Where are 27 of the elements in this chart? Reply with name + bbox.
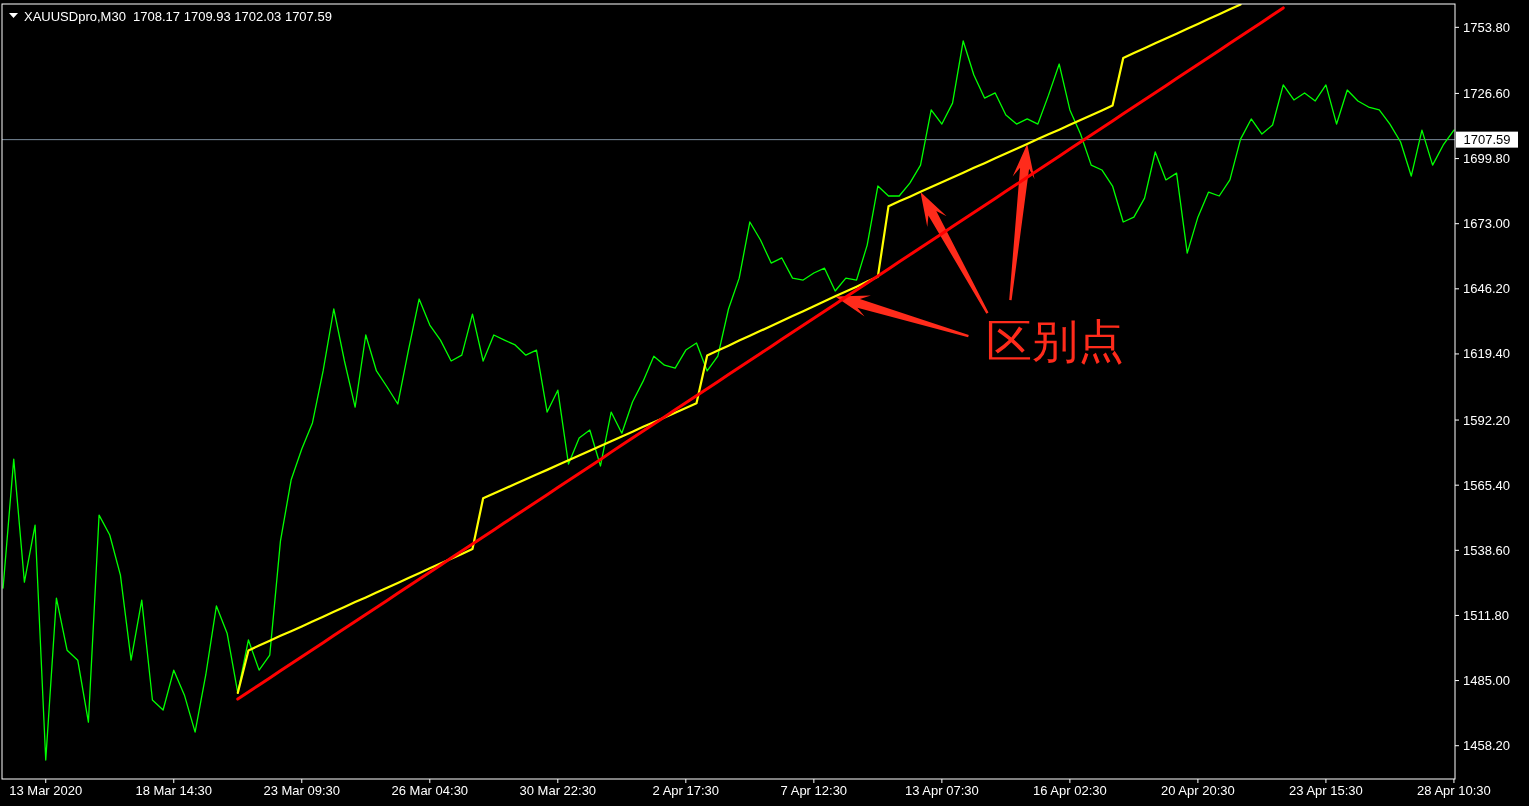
y-tick-label: 1726.60 xyxy=(1463,85,1510,101)
x-tick-label: 18 Mar 14:30 xyxy=(135,782,213,798)
x-tick-label: 13 Apr 07:30 xyxy=(905,782,979,798)
annotations: 区别点 xyxy=(986,315,1125,368)
x-tick-label: 23 Mar 09:30 xyxy=(263,782,341,798)
x-tick-label: 20 Apr 20:30 xyxy=(1161,782,1235,798)
y-tick-label: 1511.80 xyxy=(1463,607,1510,623)
x-tick-label: 26 Mar 04:30 xyxy=(391,782,469,798)
y-tick-label: 1538.60 xyxy=(1463,542,1510,558)
y-tick-label: 1619.40 xyxy=(1463,346,1510,362)
x-tick-label: 13 Mar 2020 xyxy=(9,782,83,798)
x-tick-label: 28 Apr 10:30 xyxy=(1417,782,1491,798)
x-tick-label: 30 Mar 22:30 xyxy=(519,782,597,798)
x-tick-label: 2 Apr 17:30 xyxy=(652,782,720,798)
y-tick-label: 1673.00 xyxy=(1463,216,1510,232)
chart-title: XAUUSDpro,M30 1708.17 1709.93 1702.03 1707.59 xyxy=(24,8,332,24)
ref-line-label: 1707.59 xyxy=(1463,132,1511,148)
x-tick-label: 16 Apr 02:30 xyxy=(1033,782,1107,798)
y-tick-label: 1592.20 xyxy=(1463,412,1510,428)
y-tick-label: 1458.20 xyxy=(1463,738,1510,754)
x-tick-label: 7 Apr 12:30 xyxy=(780,782,848,798)
y-tick-label: 1699.80 xyxy=(1463,151,1510,167)
x-tick-label: 23 Apr 15:30 xyxy=(1289,782,1363,798)
y-tick-label: 1565.40 xyxy=(1463,477,1510,493)
y-tick-label: 1753.80 xyxy=(1463,19,1510,35)
y-tick-label: 1646.20 xyxy=(1463,281,1510,297)
y-tick-label: 1485.00 xyxy=(1463,673,1510,689)
